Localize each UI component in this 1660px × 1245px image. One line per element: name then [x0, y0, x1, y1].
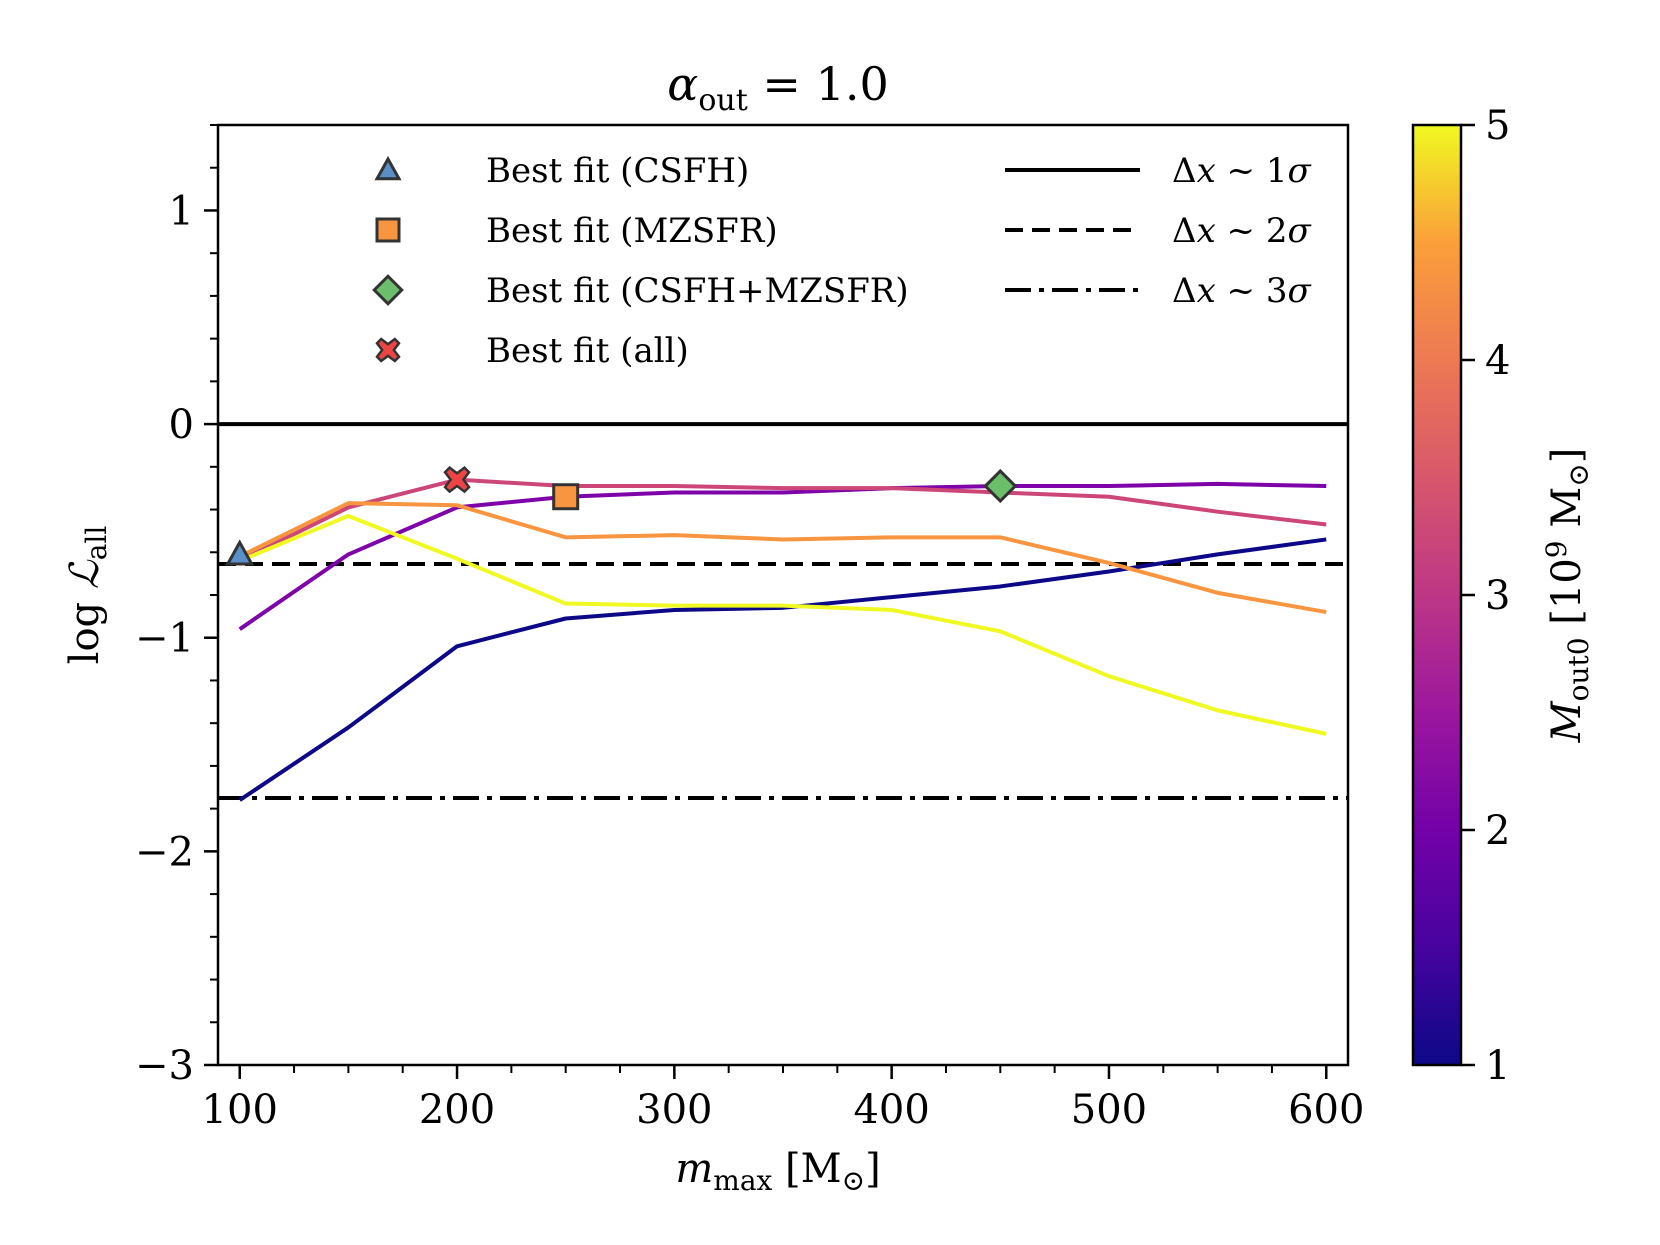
x-tick-label: 300 — [636, 1087, 712, 1133]
colorbar-tick-label: 1 — [1485, 1043, 1510, 1089]
best-fit-marker-square — [552, 483, 580, 511]
title-value: = 1.0 — [748, 57, 889, 111]
legend-line-label: Δx ~ 1σ — [1172, 151, 1312, 191]
series-line-2 — [238, 481, 1327, 631]
legend-marker-cross — [375, 337, 401, 363]
legend-line-label-part: Δ — [1172, 271, 1197, 311]
best-fit-marker-cross — [443, 465, 471, 494]
colorbar-tick-label: 2 — [1485, 808, 1510, 854]
legend-line-label-part: ~ — [1216, 151, 1266, 191]
legend-line-label-part: x — [1197, 151, 1216, 191]
legend-label: Best fit (CSFH+MZSFR) — [486, 271, 909, 311]
y-label-subscript: all — [80, 526, 113, 561]
legend-line-label-part: Δ — [1172, 151, 1197, 191]
series-line-5 — [238, 513, 1327, 736]
cbar-label-subscript: out0 — [1562, 637, 1595, 701]
y-tick-label: 1 — [169, 188, 194, 234]
legend-label: Best fit (MZSFR) — [486, 211, 778, 251]
series-lines — [238, 477, 1327, 802]
cbar-label-exponent: 9 — [1540, 540, 1573, 558]
series-line-3 — [238, 477, 1327, 563]
legend-line-label-part: σ — [1288, 151, 1312, 191]
legend-line-label-part: 3 — [1266, 271, 1288, 311]
x-tick-label: 500 — [1071, 1087, 1147, 1133]
legend-line-label: Δx ~ 2σ — [1172, 211, 1312, 251]
cbar-label-mass: M — [1544, 487, 1590, 541]
colorbar — [1411, 123, 1463, 1067]
x-tick-label: 600 — [1288, 1087, 1364, 1133]
x-tick-label: 200 — [419, 1087, 495, 1133]
colorbar-label: Mout0 [109 M⊙] — [1540, 448, 1595, 744]
legend-line-label: Δx ~ 3σ — [1172, 271, 1312, 311]
series-line-4 — [238, 501, 1327, 615]
legend-line-label-part: σ — [1288, 271, 1312, 311]
y-label-symbol: ℒ — [62, 559, 108, 589]
chart-title: αout = 1.0 — [667, 57, 888, 118]
legend-line-label-part: x — [1197, 211, 1216, 251]
legend-line-label-part: Δ — [1172, 211, 1197, 251]
legend-label: Best fit (all) — [486, 331, 689, 371]
x-label-symbol: m — [675, 1146, 713, 1192]
y-tick-label: −2 — [135, 829, 194, 875]
y-tick-label: 0 — [169, 402, 194, 448]
x-axis-label: mmax [M⊙] — [675, 1146, 880, 1197]
y-tick-label: −3 — [135, 1043, 194, 1089]
best-fit-markers — [225, 465, 1018, 566]
series-line-1 — [238, 537, 1327, 802]
x-label-unit: [M — [772, 1146, 841, 1192]
best-fit-marker-triangle — [225, 539, 255, 566]
x-label-subscript: max — [713, 1164, 772, 1197]
title-symbol: α — [667, 57, 698, 111]
y-label-log: log — [62, 589, 108, 664]
legend-marker-square — [375, 217, 401, 243]
x-tick-label: 400 — [853, 1087, 929, 1133]
title-subscript: out — [698, 83, 747, 118]
legend-line-label-part: σ — [1288, 211, 1312, 251]
legend-line-label-part: ~ — [1216, 271, 1266, 311]
cbar-label-close: ] — [1544, 448, 1590, 464]
cbar-label-unit: [10 — [1544, 558, 1590, 637]
legend: Best fit (CSFH) Best fit (MZSFR) Best fit … — [372, 151, 1312, 371]
reference-lines — [218, 422, 1348, 800]
colorbar-tick-label: 4 — [1485, 338, 1510, 384]
best-fit-marker-diamond — [983, 468, 1018, 504]
legend-line-label-part: ~ — [1216, 211, 1266, 251]
x-axis-ticks: 100 200 300 400 500 600 — [202, 1065, 1364, 1133]
legend-line-label-part: 2 — [1266, 211, 1288, 251]
y-tick-label: −1 — [135, 616, 194, 662]
x-label-close: ] — [865, 1146, 881, 1192]
plot-frame — [216, 123, 1350, 1067]
colorbar-ticks: 1 2 3 4 5 — [1461, 103, 1510, 1089]
colorbar-tick-label: 5 — [1485, 103, 1510, 149]
legend-line-label-part: 1 — [1266, 151, 1288, 191]
legend-line-label-part: x — [1197, 271, 1216, 311]
x-label-sun-symbol: ⊙ — [842, 1164, 865, 1197]
legend-label: Best fit (CSFH) — [486, 151, 749, 191]
cbar-label-symbol: M — [1544, 700, 1590, 743]
x-tick-label: 100 — [202, 1087, 278, 1133]
legend-marker-diamond — [372, 274, 404, 306]
colorbar-tick-label: 3 — [1485, 573, 1510, 619]
y-axis-ticks: −3 −2 −1 0 1 — [135, 124, 218, 1089]
cbar-label-sun-symbol: ⊙ — [1562, 463, 1595, 486]
y-axis-label: log ℒall — [62, 526, 113, 665]
legend-marker-triangle — [374, 155, 402, 181]
